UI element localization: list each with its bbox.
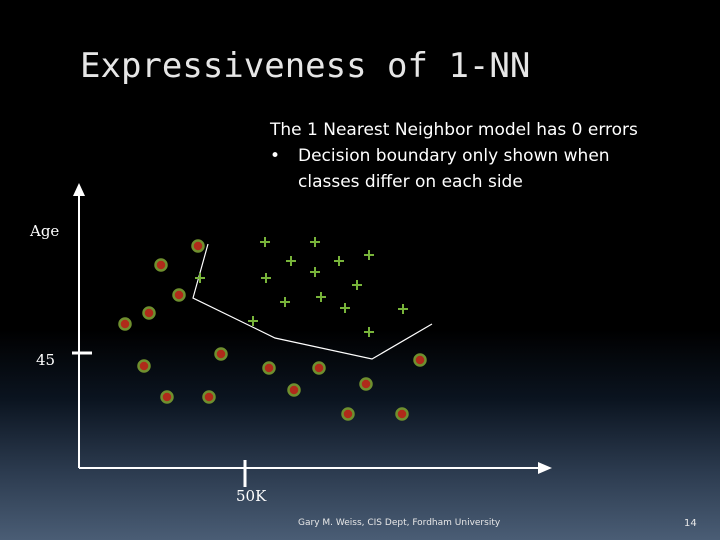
y-axis-arrow <box>73 183 85 196</box>
axes <box>72 183 552 487</box>
slide-body: The 1 Nearest Neighbor model has 0 error… <box>270 117 690 195</box>
negative-point <box>202 390 216 404</box>
bullet-marker: • <box>270 146 281 166</box>
negative-point <box>214 347 228 361</box>
positive-point <box>316 292 326 302</box>
slide-title: Expressiveness of 1-NN <box>80 46 531 86</box>
positive-point <box>261 273 271 283</box>
negative-point <box>118 317 132 331</box>
positive-point <box>364 250 374 260</box>
positive-point <box>352 280 362 290</box>
negative-point <box>262 361 276 375</box>
positive-point <box>334 256 344 266</box>
positive-point <box>310 237 320 247</box>
positive-point <box>398 304 408 314</box>
footer-credit: Gary M. Weiss, CIS Dept, Fordham Univers… <box>298 518 501 528</box>
positive-point <box>310 267 320 277</box>
negative-point <box>172 288 186 302</box>
negative-point <box>142 306 156 320</box>
y-axis-label: Age <box>30 222 60 240</box>
y-tick-label: 45 <box>36 351 56 369</box>
page-number: 14 <box>684 518 697 529</box>
decision-boundary <box>192 243 433 360</box>
bullet-text: Decision boundary only shown when classe… <box>298 146 610 192</box>
negative-point <box>191 239 205 253</box>
intro-text: The 1 Nearest Neighbor model has 0 error… <box>270 120 638 140</box>
negative-point <box>359 377 373 391</box>
positive-point <box>195 273 205 283</box>
bullet-item: • Decision boundary only shown when clas… <box>270 143 690 195</box>
negative-point <box>154 258 168 272</box>
positive-point <box>364 327 374 337</box>
negative-point <box>160 390 174 404</box>
x-tick-label: 50K <box>236 487 267 505</box>
x-axis-arrow <box>538 462 552 474</box>
positive-point <box>280 297 290 307</box>
positive-point <box>340 303 350 313</box>
negative-point <box>287 383 301 397</box>
negative-point <box>395 407 409 421</box>
positive-point <box>248 316 258 326</box>
positive-point <box>286 256 296 266</box>
negative-point <box>312 361 326 375</box>
negative-point <box>413 353 427 367</box>
negative-point <box>341 407 355 421</box>
negative-point <box>137 359 151 373</box>
positive-point <box>260 237 270 247</box>
data-points <box>118 237 427 421</box>
